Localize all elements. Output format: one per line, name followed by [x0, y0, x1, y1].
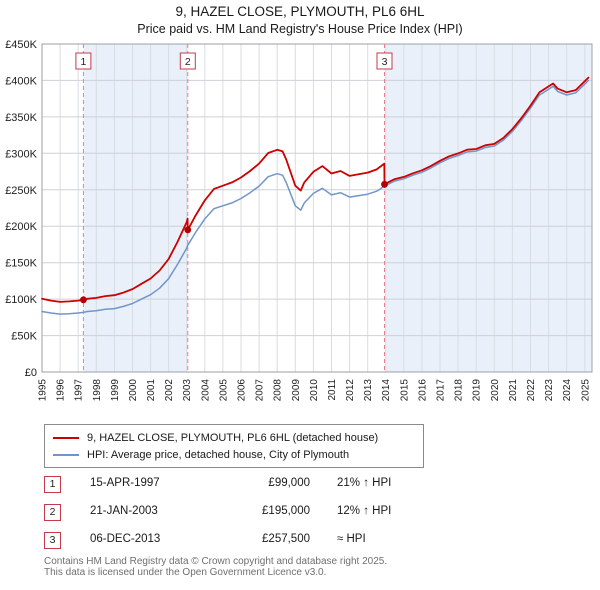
x-axis-tick-label: 2001 [146, 379, 157, 402]
sale-number-label: 1 [80, 56, 86, 68]
x-axis-tick-label: 2025 [580, 379, 591, 402]
chart-legend: 9, HAZEL CLOSE, PLYMOUTH, PL6 6HL (detac… [44, 424, 424, 468]
y-axis-tick-label: £0 [25, 367, 37, 379]
y-axis-tick-label: £250K [5, 185, 37, 197]
transaction-row: 1 15-APR-1997 £99,000 21% ↑ HPI [0, 476, 600, 494]
legend-label-property: 9, HAZEL CLOSE, PLYMOUTH, PL6 6HL (detac… [87, 431, 379, 444]
transaction-number-badge: 3 [44, 532, 61, 549]
legend-item-property: 9, HAZEL CLOSE, PLYMOUTH, PL6 6HL (detac… [53, 429, 415, 446]
ownership-band [384, 44, 592, 372]
sale-number-box [376, 52, 393, 70]
legend-item-hpi: HPI: Average price, detached house, City… [53, 446, 415, 463]
x-axis-tick-label: 1997 [74, 379, 85, 402]
sale-number-label: 2 [185, 56, 191, 68]
transaction-hpi-comparison: 21% ↑ HPI [337, 477, 392, 489]
x-axis-tick-label: 2022 [526, 379, 537, 402]
sale-point-marker [184, 226, 192, 234]
x-axis-tick-label: 2009 [291, 379, 302, 402]
sale-number-box [75, 52, 92, 70]
transaction-price: £195,000 [262, 505, 310, 517]
x-axis-tick-label: 2017 [436, 379, 447, 402]
x-axis-tick-label: 2011 [327, 379, 338, 401]
y-axis-tick-label: £450K [5, 39, 37, 51]
transaction-number-badge: 1 [44, 476, 61, 493]
sale-number-box [179, 52, 196, 70]
transaction-price: £257,500 [262, 533, 310, 545]
transaction-number-badge: 2 [44, 504, 61, 521]
y-axis-tick-label: £150K [5, 258, 37, 270]
copyright-line: Contains HM Land Registry data © Crown c… [44, 556, 388, 567]
y-axis-tick-label: £50K [11, 331, 37, 343]
sale-point-marker [80, 296, 87, 304]
licence-line: This data is licensed under the Open Gov… [44, 567, 327, 578]
page-title: 9, HAZEL CLOSE, PLYMOUTH, PL6 6HL [175, 4, 425, 19]
legend-label-hpi: HPI: Average price, detached house, City… [87, 448, 350, 461]
x-axis-tick-label: 2024 [562, 379, 573, 402]
x-axis-tick-label: 2003 [182, 379, 193, 402]
hpi-line-swatch [53, 453, 79, 456]
transaction-row: 3 06-DEC-2013 £257,500 ≈ HPI [0, 532, 600, 550]
x-axis-tick-label: 2015 [399, 379, 410, 402]
x-axis-tick-label: 2013 [363, 379, 374, 402]
x-axis-tick-label: 1996 [56, 379, 67, 402]
x-axis-tick-label: 2008 [273, 379, 284, 402]
ownership-band [83, 44, 188, 372]
y-axis-tick-label: £400K [5, 75, 37, 87]
x-axis-tick-label: 1999 [110, 379, 121, 402]
transaction-date: 06-DEC-2013 [90, 533, 161, 545]
sale-number-label: 3 [382, 56, 388, 68]
x-axis-tick-label: 2019 [472, 379, 483, 402]
x-axis-tick-label: 1998 [92, 379, 103, 402]
y-axis-tick-label: £100K [5, 294, 37, 306]
hpi-line [41, 79, 590, 315]
x-axis-tick-label: 2021 [508, 379, 519, 402]
x-axis-tick-label: 2023 [544, 379, 555, 402]
y-axis-tick-label: £200K [5, 221, 37, 233]
property-price-line [41, 76, 590, 303]
x-axis-tick-label: 2004 [200, 379, 211, 402]
property-line-swatch [53, 436, 79, 439]
x-axis-tick-label: 2006 [237, 379, 248, 402]
transaction-hpi-comparison: 12% ↑ HPI [337, 505, 392, 517]
transaction-date: 15-APR-1997 [90, 477, 160, 489]
x-axis-tick-label: 2010 [309, 379, 320, 402]
x-axis-tick-label: 2012 [345, 379, 356, 402]
transaction-date: 21-JAN-2003 [90, 505, 158, 517]
transaction-price: £99,000 [268, 477, 310, 489]
price-chart: 1995 1996 1997 1998 1999 2000 2001 2002 2003 2004… [5, 39, 593, 402]
sale-point-marker [381, 180, 388, 188]
y-axis-tick-label: £350K [5, 112, 37, 124]
page-subtitle: Price paid vs. HM Land Registry's House … [137, 22, 463, 36]
x-axis-tick-label: 1995 [38, 379, 49, 402]
transaction-hpi-comparison: ≈ HPI [337, 533, 366, 545]
x-axis-tick-label: 2014 [381, 379, 392, 402]
x-axis-tick-label: 2005 [218, 379, 229, 402]
x-axis-tick-label: 2016 [417, 379, 428, 402]
x-axis-tick-label: 2002 [164, 379, 175, 402]
x-axis-tick-label: 2000 [128, 379, 139, 402]
x-axis-tick-label: 2020 [490, 379, 501, 402]
x-axis-tick-label: 2018 [454, 379, 465, 402]
x-axis-tick-label: 2007 [255, 379, 266, 402]
transaction-row: 2 21-JAN-2003 £195,000 12% ↑ HPI [0, 504, 600, 522]
plot-frame [41, 43, 593, 373]
y-axis-tick-label: £300K [5, 148, 37, 160]
